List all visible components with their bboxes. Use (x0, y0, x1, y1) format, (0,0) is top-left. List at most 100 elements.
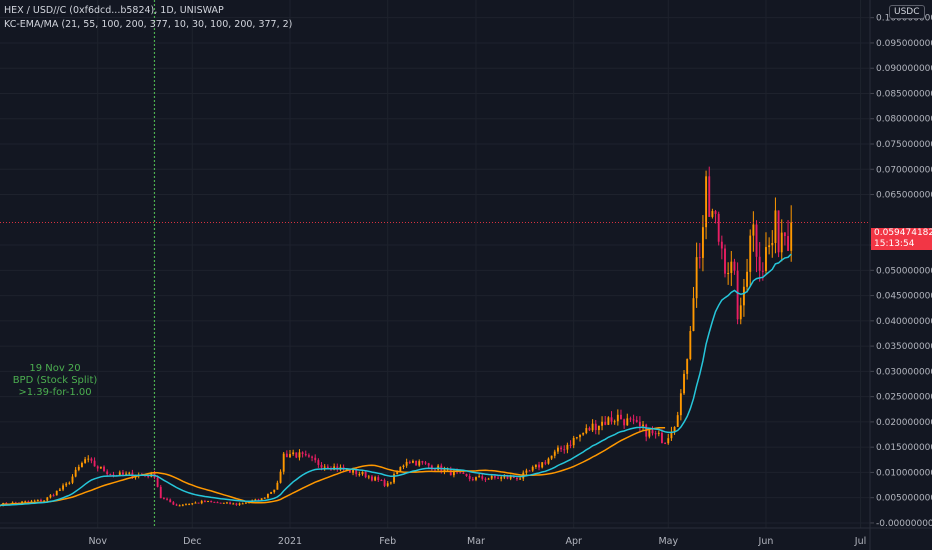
candle-body (503, 476, 506, 478)
candle-body (604, 421, 607, 425)
candle-body (408, 461, 411, 463)
candle-body (304, 453, 307, 456)
candle-body (74, 469, 77, 477)
candle-body (213, 501, 216, 503)
y-tick-label: 0.0350000000 (876, 342, 932, 352)
candle-body (345, 469, 348, 471)
candle-body (87, 458, 90, 460)
candle-body (471, 478, 474, 480)
candle-body (774, 210, 777, 244)
price-axis[interactable]: -0.0000000000 0.0050000000 0.0100000000 0.0… (869, 0, 932, 550)
indicator-legend[interactable]: KC-EMA/MA (21, 55, 100, 200, 377, 10, 30… (4, 19, 293, 30)
candle-body (701, 227, 704, 258)
candle-body (705, 176, 708, 228)
candle-body (348, 469, 351, 473)
candle-body (270, 492, 273, 494)
currency-badge[interactable]: USDC (889, 5, 925, 19)
candle-body (506, 476, 509, 479)
candle-body (500, 477, 503, 479)
candle-body (676, 415, 679, 427)
candle-body (125, 473, 128, 475)
candle-body (200, 501, 203, 504)
candle-body (475, 477, 477, 480)
symbol-legend[interactable]: HEX / USD//C (0xf6dcd...b5824), 1D, UNIS… (4, 5, 224, 16)
candle-body (783, 232, 786, 237)
candle-body (188, 504, 191, 506)
candle-body (613, 421, 616, 423)
candle-body (632, 419, 635, 421)
y-tick-label: 0.0400000000 (876, 317, 932, 327)
candle-body (661, 432, 663, 443)
candle-body (355, 469, 358, 475)
candle-body (65, 483, 68, 486)
candle-body (276, 482, 279, 490)
candle-body (96, 466, 99, 469)
candle-body (374, 477, 377, 481)
candle-body (257, 499, 260, 501)
candle-body (367, 476, 370, 478)
candle-body (478, 476, 481, 478)
candle-body (610, 417, 613, 422)
candle-body (263, 497, 266, 499)
time-axis[interactable]: Nov Dec 2021 Feb Mar Apr May Jun Jul (0, 527, 932, 547)
y-tick-label: 0.0100000000 (876, 468, 932, 478)
candle-body (178, 505, 181, 507)
candle-body (292, 452, 295, 455)
annotation-event: BPD (Stock Split) (12, 375, 98, 386)
candle-body (226, 502, 228, 504)
candle-body (787, 236, 789, 251)
candle-body (654, 433, 657, 435)
stock-split-annotation: 19 Nov 20 BPD (Stock Split) >1.39-for-1.… (10, 363, 100, 399)
y-tick-label: 0.0750000000 (876, 140, 932, 150)
candle-body (77, 466, 80, 470)
chart-grid (0, 0, 870, 528)
candle-body (219, 502, 222, 504)
candle-body (24, 501, 27, 503)
y-tick-label: 0.0250000000 (876, 393, 932, 403)
candle-body (266, 493, 269, 498)
candle-body (326, 466, 329, 469)
candle-body (128, 472, 131, 474)
candle-body (380, 480, 383, 482)
candle-body (525, 470, 528, 473)
candle-body (185, 504, 187, 506)
candle-body (162, 498, 165, 500)
candle-body (427, 463, 430, 466)
candle-body (81, 462, 83, 467)
candle-body (601, 421, 604, 426)
candle-body (607, 417, 610, 425)
candle-body (695, 257, 698, 299)
candle-body (396, 472, 399, 475)
candle-body (112, 474, 115, 476)
candle-body (238, 503, 241, 505)
y-tick-label: 0.0650000000 (876, 191, 932, 201)
candle-body (207, 501, 209, 503)
candle-body (232, 503, 235, 505)
candle-body (588, 428, 591, 431)
candle-body (563, 449, 566, 451)
candle-body (377, 477, 380, 481)
candle-body (191, 503, 194, 505)
annotation-ratio: >1.39-for-1.00 (18, 387, 92, 398)
candle-body (544, 462, 547, 464)
ma-line (0, 426, 666, 507)
candle-body (746, 271, 749, 287)
candle-body (254, 499, 257, 501)
candle-body (585, 428, 588, 434)
candle-body (203, 501, 206, 503)
candle-body (58, 489, 61, 491)
candle-body (755, 224, 758, 257)
candle-body (383, 480, 386, 486)
candle-body (222, 502, 225, 504)
candle-body (314, 457, 317, 461)
candle-body (216, 502, 219, 504)
candle-body (683, 373, 685, 394)
candle-body (43, 500, 46, 502)
candle-body (99, 466, 102, 469)
current-price-value: 0.0594741829 (874, 228, 932, 238)
candle-body (749, 235, 752, 272)
candle-body (717, 213, 720, 242)
candle-body (686, 359, 689, 374)
candle-body (301, 452, 304, 454)
